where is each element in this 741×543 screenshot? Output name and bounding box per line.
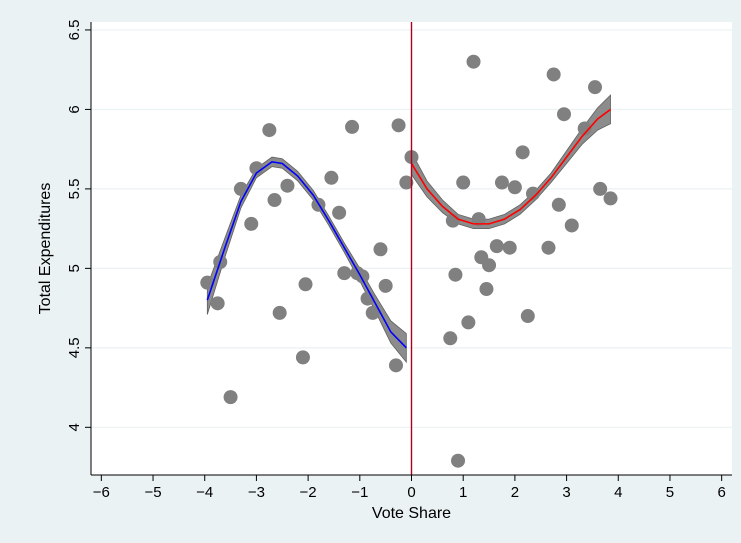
data-point — [515, 145, 530, 160]
x-tick-label: −3 — [248, 484, 265, 501]
x-tick-label: −5 — [144, 484, 161, 501]
data-point — [337, 266, 352, 281]
x-tick-label: 5 — [666, 484, 674, 501]
data-point — [520, 309, 535, 324]
data-point — [541, 240, 556, 255]
data-point — [603, 191, 618, 206]
left-ci-band — [206, 156, 407, 364]
data-point — [295, 350, 310, 365]
data-point — [298, 277, 313, 292]
data-point — [223, 390, 238, 405]
x-tick-label: 0 — [407, 484, 415, 501]
data-point — [502, 240, 517, 255]
data-point — [267, 193, 282, 208]
data-point — [479, 282, 494, 297]
data-point — [233, 181, 248, 196]
data-point — [200, 275, 215, 290]
data-point — [388, 358, 403, 373]
x-tick-label: −2 — [300, 484, 317, 501]
data-point — [551, 197, 566, 212]
data-point — [494, 175, 509, 190]
left-fit-line — [206, 161, 407, 349]
data-point — [378, 278, 393, 293]
data-point — [448, 267, 463, 282]
data-points — [200, 54, 618, 468]
x-tick-label: 2 — [511, 484, 519, 501]
data-point — [345, 119, 360, 134]
data-point — [588, 80, 603, 95]
data-point — [564, 218, 579, 233]
y-axis-ticks: 4 4.5 5 5.5 6 6.5 — [66, 20, 91, 431]
y-tick-label: 6 — [66, 105, 83, 113]
data-point — [332, 205, 347, 220]
x-tick-label: −1 — [351, 484, 368, 501]
x-axis-title: Vote Share — [372, 505, 451, 522]
fit-lines — [206, 108, 611, 349]
x-tick-label: 3 — [562, 484, 570, 501]
data-point — [249, 161, 264, 176]
data-point — [507, 180, 522, 195]
data-point — [324, 170, 339, 185]
data-point — [443, 331, 458, 346]
data-point — [482, 258, 497, 273]
data-point — [461, 315, 476, 330]
data-point — [262, 123, 277, 138]
data-point — [471, 212, 486, 227]
x-axis-ticks: −6 −5 −4 −3 −2 −1 0 1 2 3 4 5 6 — [93, 475, 726, 501]
data-point — [280, 178, 295, 193]
y-tick-label: 6.5 — [66, 20, 83, 41]
data-point — [556, 107, 571, 122]
y-tick-label: 4.5 — [66, 337, 83, 358]
data-point — [577, 121, 592, 136]
x-tick-label: 4 — [614, 484, 622, 501]
data-point — [593, 181, 608, 196]
data-point — [373, 242, 388, 257]
data-point — [272, 305, 287, 320]
data-point — [391, 118, 406, 133]
y-tick-label: 4 — [66, 423, 83, 431]
data-point — [525, 186, 540, 201]
data-point — [456, 175, 471, 190]
data-point — [451, 453, 466, 468]
data-point — [489, 239, 504, 254]
data-point — [365, 305, 380, 320]
x-tick-label: 1 — [459, 484, 467, 501]
x-tick-label: −4 — [196, 484, 213, 501]
y-tick-label: 5.5 — [66, 178, 83, 199]
y-axis-title: Total Expenditures — [37, 183, 54, 315]
y-tick-label: 5 — [66, 264, 83, 272]
data-point — [546, 67, 561, 82]
data-point — [210, 296, 225, 311]
right-fit-line — [410, 108, 611, 225]
data-point — [399, 175, 414, 190]
data-point — [244, 216, 259, 231]
data-point — [466, 54, 481, 69]
x-tick-label: 6 — [717, 484, 725, 501]
x-tick-label: −6 — [93, 484, 110, 501]
